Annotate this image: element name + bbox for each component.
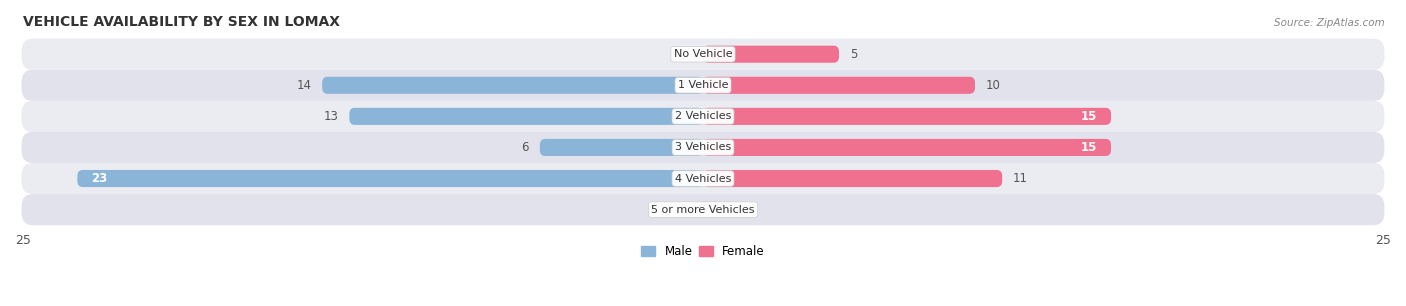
FancyBboxPatch shape xyxy=(322,77,703,94)
Text: Source: ZipAtlas.com: Source: ZipAtlas.com xyxy=(1274,18,1385,28)
FancyBboxPatch shape xyxy=(703,139,1111,156)
Text: 3 Vehicles: 3 Vehicles xyxy=(675,143,731,152)
Text: 14: 14 xyxy=(297,79,311,92)
Text: 2 Vehicles: 2 Vehicles xyxy=(675,111,731,121)
FancyBboxPatch shape xyxy=(703,46,839,63)
FancyBboxPatch shape xyxy=(21,163,1385,194)
Text: 0: 0 xyxy=(720,203,727,216)
FancyBboxPatch shape xyxy=(21,101,1385,132)
FancyBboxPatch shape xyxy=(77,170,703,187)
FancyBboxPatch shape xyxy=(21,132,1385,163)
Text: VEHICLE AVAILABILITY BY SEX IN LOMAX: VEHICLE AVAILABILITY BY SEX IN LOMAX xyxy=(22,15,340,29)
Text: 5: 5 xyxy=(849,48,858,61)
FancyBboxPatch shape xyxy=(703,108,1111,125)
Text: 6: 6 xyxy=(522,141,529,154)
Text: 1 Vehicle: 1 Vehicle xyxy=(678,80,728,90)
FancyBboxPatch shape xyxy=(21,39,1385,70)
Text: 4 Vehicles: 4 Vehicles xyxy=(675,174,731,184)
FancyBboxPatch shape xyxy=(21,70,1385,101)
Text: 13: 13 xyxy=(323,110,339,123)
Text: 15: 15 xyxy=(1081,110,1098,123)
Text: No Vehicle: No Vehicle xyxy=(673,49,733,59)
Text: 11: 11 xyxy=(1014,172,1028,185)
Text: 23: 23 xyxy=(91,172,107,185)
Legend: Male, Female: Male, Female xyxy=(637,240,769,263)
FancyBboxPatch shape xyxy=(21,194,1385,225)
Text: 5 or more Vehicles: 5 or more Vehicles xyxy=(651,205,755,215)
FancyBboxPatch shape xyxy=(703,77,974,94)
Text: 10: 10 xyxy=(986,79,1001,92)
FancyBboxPatch shape xyxy=(540,139,703,156)
FancyBboxPatch shape xyxy=(703,170,1002,187)
Text: 15: 15 xyxy=(1081,141,1098,154)
Text: 0: 0 xyxy=(679,203,686,216)
FancyBboxPatch shape xyxy=(349,108,703,125)
Text: 0: 0 xyxy=(679,48,686,61)
